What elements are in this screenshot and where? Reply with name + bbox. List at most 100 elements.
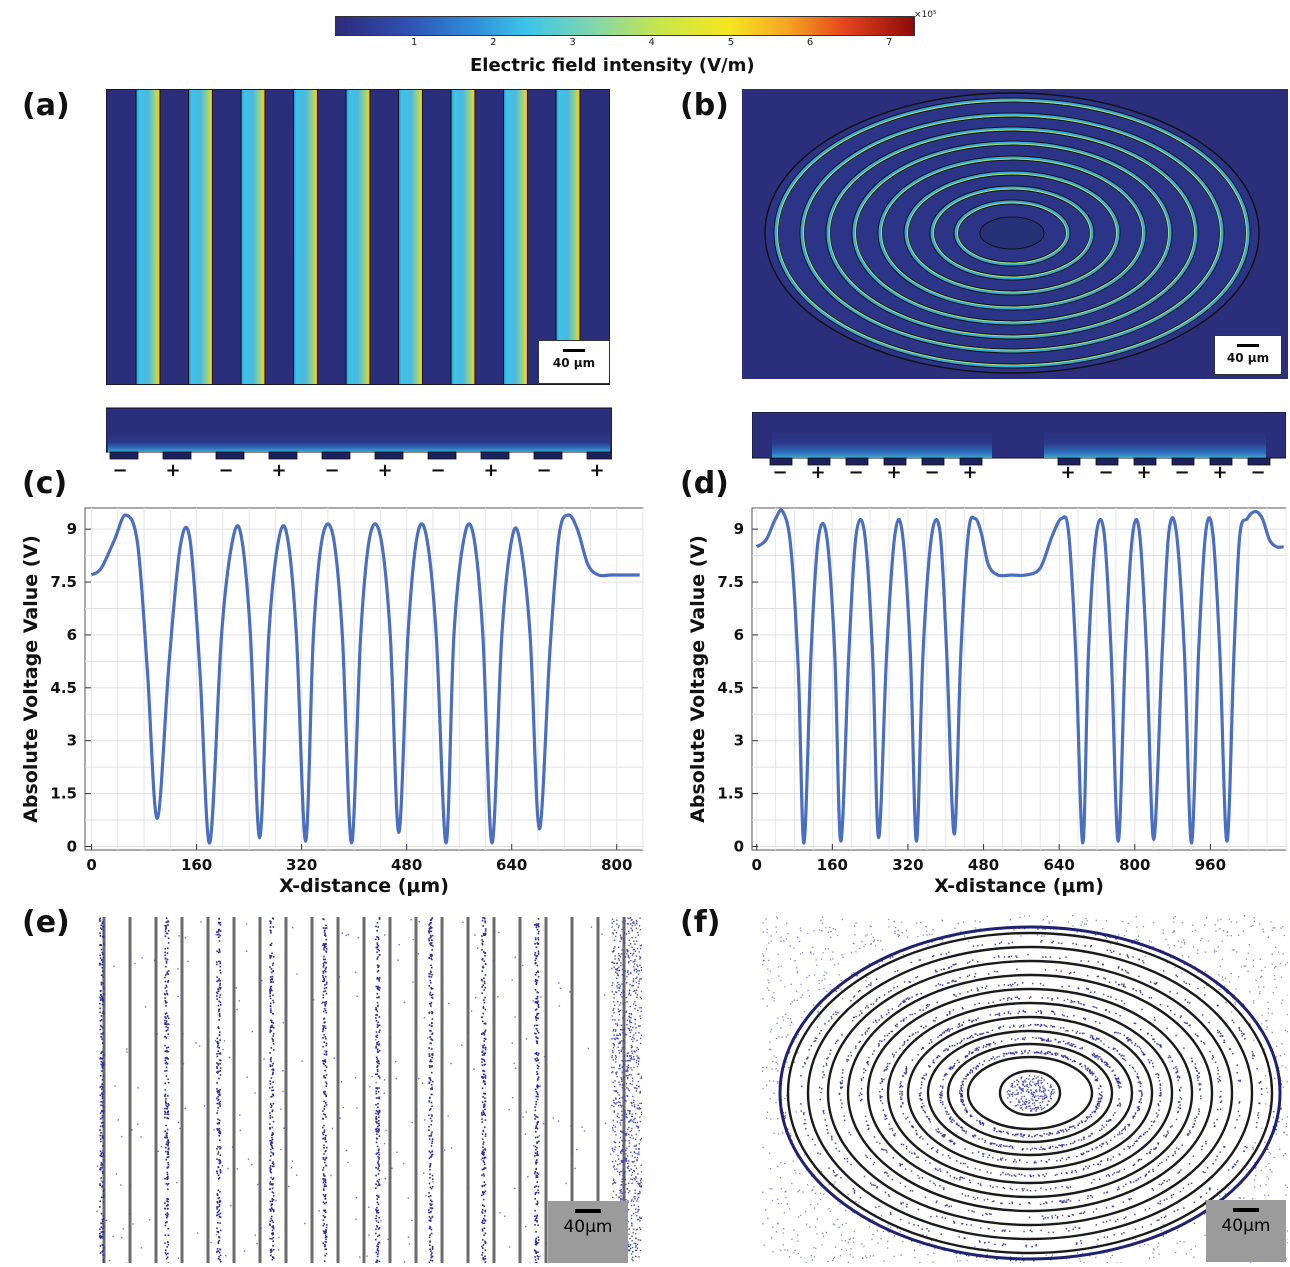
y-axis-label: Absolute Voltage Value (V) [687,535,709,823]
voltage-chart-interdigitated: 0 160 320 480 640 800 0 1.5 3 4.5 6 7.5 9 X-distance … [20,507,644,897]
x-tick-label: 480 [968,856,999,874]
polarity-sign: − [536,460,552,481]
colorbar-exponent: ×10⁵ [914,10,937,20]
electrode-edge [336,917,340,1263]
panel-label-c: (c) [22,466,68,501]
x-tick-label: 640 [1044,856,1075,874]
field-stripe [136,90,160,384]
electrode [921,457,945,466]
electrode-ring [926,1029,1134,1157]
polarity-sign: − [1098,462,1114,483]
electrode [533,451,563,460]
field-stripe [556,90,580,384]
electrode-ring [966,1055,1094,1131]
electrode [883,457,907,466]
electrode-edge [466,917,470,1263]
electrode [321,451,351,460]
panel-label-a: (a) [22,88,70,123]
electrode [586,451,612,460]
polarity-sign: + [1060,462,1076,483]
field-stripe [503,90,528,384]
electrode-edge [362,917,366,1263]
electrode [215,451,245,460]
electrode-edge [206,917,210,1263]
electrode-ring [786,931,1274,1255]
field-stripe [188,90,213,384]
polarity-sign: − [218,460,234,481]
electrode [769,457,793,466]
y-tick-label: 6 [734,626,744,644]
polarity-sign: + [1136,462,1152,483]
y-tick-label: 9 [734,520,744,538]
x-tick-label: 800 [601,856,632,874]
electrode-edge [440,917,444,1263]
voltage-line [755,508,1284,845]
x-tick-label: 0 [86,856,96,874]
polarity-sign: + [1212,462,1228,483]
colorbar-tick: 5 [727,37,735,48]
electrode [1209,457,1233,466]
electrode [1095,457,1119,466]
electrode-edge [388,917,392,1263]
electrode [807,457,831,466]
field-map-concentric [742,89,1288,379]
panel-label-b: (b) [680,88,729,123]
polarity-sign: + [886,462,902,483]
electrode [162,451,192,460]
field-stripe [398,90,423,384]
electrode [268,451,298,460]
field-stripe [293,90,318,384]
x-tick-label: 640 [496,856,527,874]
y-tick-label: 0 [734,837,744,855]
scale-bar-f: 40μm [1206,1200,1286,1262]
colorbar-tick: 6 [806,37,814,48]
electrode-edge [180,917,184,1263]
colorbar [335,16,915,36]
polarity-sign: + [962,462,978,483]
micrograph-interdigitated [96,917,642,1263]
y-tick-label: 7.5 [717,573,744,591]
electrode-edge [128,917,132,1263]
y-tick-label: 7.5 [50,573,77,591]
y-axis-label: Absolute Voltage Value (V) [20,535,42,823]
polarity-sign: + [377,460,393,481]
electrode-edge [232,917,236,1263]
scale-bar-b-label: 40 μm [1226,351,1270,365]
electrode-edge [596,917,600,1263]
scale-bar-e-label: 40μm [563,1217,613,1237]
field-stripe [346,90,370,384]
electrode-ring [826,959,1234,1227]
colorbar-tick: 2 [490,37,497,48]
colorbar-tick: 4 [648,37,655,48]
electrode [374,451,404,460]
electrode [480,451,510,460]
electrode-ring [866,987,1194,1199]
panel-label-f: (f) [680,905,721,940]
electrode-ring [806,945,1254,1241]
y-tick-label: 4.5 [50,679,77,697]
electrode-ring [906,1015,1154,1171]
polarity-sign: − [1174,462,1190,483]
polarity-sign: + [483,460,499,481]
polarity-sign: − [772,462,788,483]
electrode [109,451,139,460]
electrode [1247,457,1271,466]
x-tick-label: 320 [286,856,317,874]
center-electrode [998,1069,1062,1117]
cross-section-concentric [752,412,1286,466]
scale-bar-a: 40 μm [538,340,610,384]
y-tick-label: 3 [734,732,744,750]
polarity-sign: − [112,460,128,481]
electrode-edge [544,917,548,1263]
x-tick-label: 320 [892,856,923,874]
field-stripe [451,90,475,384]
polarity-sign: − [1250,462,1266,483]
polarity-sign: − [848,462,864,483]
x-tick-label: 480 [391,856,422,874]
electrode [1133,457,1157,466]
x-tick-label: 160 [817,856,848,874]
electrode-ring [846,973,1214,1213]
polarity-sign: + [589,460,605,481]
electrode-edge [258,917,262,1263]
x-axis-label: X-distance (μm) [279,875,449,897]
